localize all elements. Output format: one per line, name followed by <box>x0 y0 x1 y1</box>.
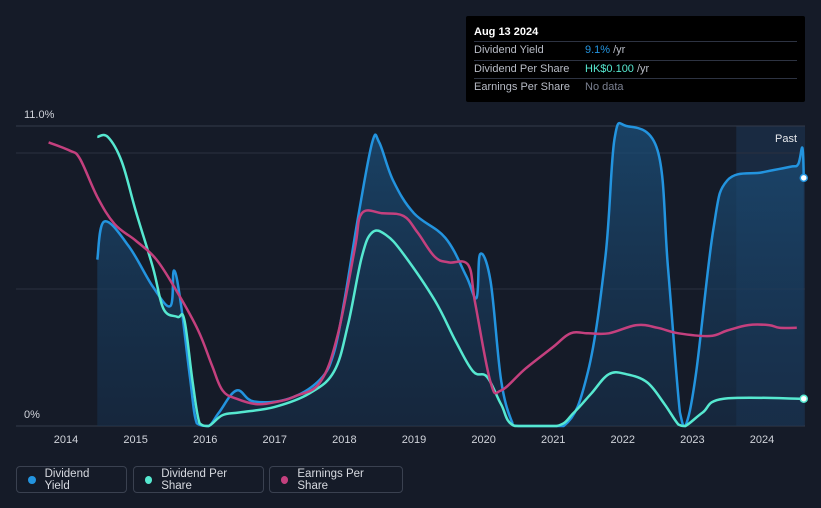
x-tick-label: 2014 <box>54 434 78 446</box>
tooltip-unit: /yr <box>636 62 650 75</box>
x-tick-label: 2015 <box>123 434 147 446</box>
x-tick-label: 2021 <box>541 434 565 446</box>
legend-label: Dividend Per Share <box>161 467 228 492</box>
tooltip-row-dividend-per-share: Dividend Per Share HK$0.100 /yr <box>474 59 797 79</box>
legend-dot-icon <box>28 475 36 484</box>
legend-dividend-yield[interactable]: Dividend Yield <box>16 466 127 493</box>
dividend-per-share-line <box>97 133 804 428</box>
tooltip: Aug 13 2024 Dividend Yield 9.1% /yr Divi… <box>466 16 805 102</box>
tooltip-value: HK$0.100 <box>585 62 634 75</box>
dividend-per-share-end-marker <box>799 394 809 403</box>
x-tick-label: 2018 <box>332 434 356 446</box>
legend-label: Earnings Per Share <box>297 467 364 492</box>
legend-dot-icon <box>145 475 153 484</box>
dividend-yield-end-marker <box>799 173 809 183</box>
tooltip-unit: /yr <box>613 44 626 56</box>
x-tick-label: 2020 <box>471 434 495 446</box>
tooltip-label: Dividend Yield <box>474 44 544 56</box>
past-label: Past <box>775 133 797 145</box>
x-tick-label: 2019 <box>402 434 426 446</box>
tooltip-row-dividend-yield: Dividend Yield 9.1% /yr <box>474 41 797 60</box>
y-axis-bottom-label: 0% <box>24 409 40 421</box>
tooltip-label: Earnings Per Share <box>474 81 570 93</box>
dividend-yield-line <box>96 121 806 428</box>
tooltip-label: Dividend Per Share <box>474 62 570 75</box>
legend-earnings-per-share[interactable]: Earnings Per Share <box>269 466 403 493</box>
x-tick-label: 2024 <box>750 434 774 446</box>
x-tick-label: 2023 <box>680 434 704 446</box>
earnings-per-share-line <box>48 141 797 406</box>
tooltip-value: No data <box>585 81 624 93</box>
legend-dot-icon <box>281 475 289 484</box>
x-tick-label: 2022 <box>611 434 635 446</box>
y-axis-top-label: 11.0% <box>24 109 55 121</box>
tooltip-row-earnings-per-share: Earnings Per Share No data <box>474 78 797 97</box>
tooltip-date: Aug 13 2024 <box>474 26 539 38</box>
legend-label: Dividend Yield <box>44 467 90 492</box>
legend-dividend-per-share[interactable]: Dividend Per Share <box>133 466 264 493</box>
x-tick-label: 2016 <box>193 434 217 446</box>
dividend-yield-area <box>97 123 804 426</box>
tooltip-value: 9.1% <box>585 44 611 56</box>
x-tick-label: 2017 <box>263 434 287 446</box>
